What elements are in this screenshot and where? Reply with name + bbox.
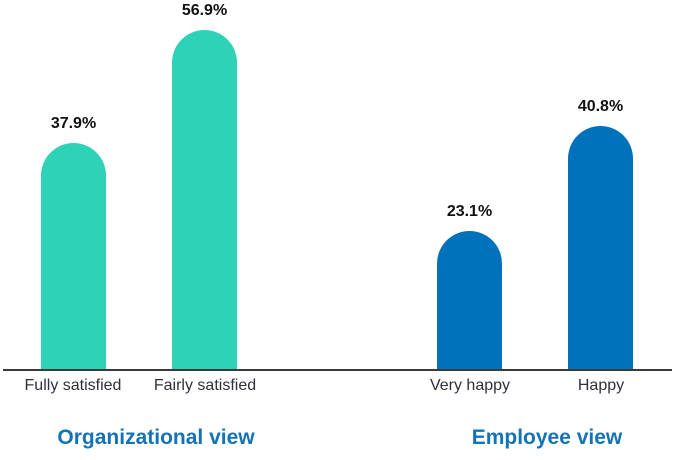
bar-fairly-satisfied <box>172 30 237 369</box>
bar-column-happy: 40.8% <box>568 98 633 369</box>
category-label-happy: Happy <box>577 377 625 394</box>
x-axis-line <box>3 369 672 371</box>
bar-value-label: 56.9% <box>181 1 228 19</box>
bar-very-happy <box>437 231 502 369</box>
category-label-fairly-satisfied: Fairly satisfied <box>153 377 257 394</box>
bar-value-label: 23.1% <box>446 202 493 220</box>
group-title-employee-view: Employee view <box>471 426 623 449</box>
group-title-organizational-view: Organizational view <box>57 426 255 449</box>
bar-value-label: 37.9% <box>50 114 97 132</box>
category-label-very-happy: Very happy <box>429 377 511 394</box>
bar-fully-satisfied <box>41 143 106 369</box>
bar-column-fairly-satisfied: 56.9% <box>172 2 237 369</box>
bar-happy <box>568 126 633 369</box>
bar-column-fully-satisfied: 37.9% <box>41 115 106 369</box>
bar-value-label: 40.8% <box>577 97 624 115</box>
category-label-fully-satisfied: Fully satisfied <box>24 377 122 394</box>
bar-column-very-happy: 23.1% <box>437 203 502 369</box>
